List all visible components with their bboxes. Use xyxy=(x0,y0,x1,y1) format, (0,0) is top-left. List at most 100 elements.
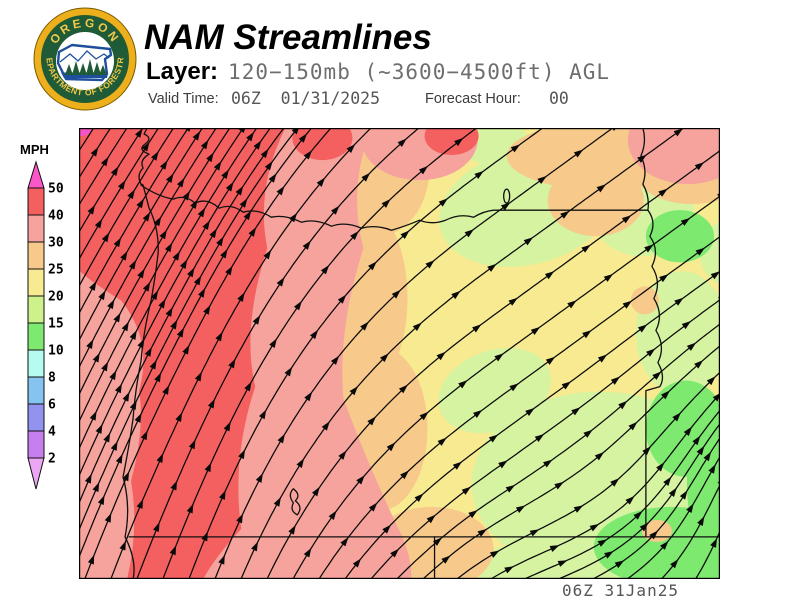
flow-arrowhead xyxy=(142,281,151,292)
flow-arrowhead xyxy=(349,386,359,396)
flow-arrowhead xyxy=(604,551,614,559)
flow-arrowhead xyxy=(583,429,593,438)
map-timestamp: 06Z 31Jan25 xyxy=(562,581,679,600)
flow-arrowhead xyxy=(706,376,716,386)
flow-arrowhead xyxy=(128,259,137,270)
flow-arrowhead xyxy=(153,216,162,227)
flow-arrowhead xyxy=(400,230,410,240)
flow-arrowhead xyxy=(162,385,170,395)
flow-arrowhead xyxy=(454,137,464,147)
flow-arrowhead xyxy=(142,211,151,222)
legend-bar-segment xyxy=(27,187,45,216)
page-title: NAM Streamlines xyxy=(144,18,432,57)
flow-arrowhead xyxy=(109,370,117,381)
legend-tick-label: 6 xyxy=(48,398,56,413)
flow-arrowhead xyxy=(182,190,190,201)
flow-arrowhead xyxy=(386,442,396,452)
flow-arrowhead xyxy=(644,244,654,253)
flow-arrowhead xyxy=(137,338,145,349)
flow-arrowhead xyxy=(298,133,308,143)
flow-arrowhead xyxy=(614,560,625,569)
flow-arrowhead xyxy=(628,421,638,431)
flow-arrowhead xyxy=(129,400,137,411)
flow-arrowhead xyxy=(368,261,377,271)
flow-arrowhead xyxy=(90,146,99,157)
flow-arrowhead xyxy=(89,281,97,291)
flow-arrowhead xyxy=(508,297,518,306)
flow-arrowhead xyxy=(398,384,408,394)
flow-arrowhead xyxy=(203,304,211,315)
flow-arrowhead xyxy=(228,358,236,369)
streamline xyxy=(457,371,720,579)
logo-emblem xyxy=(56,43,113,82)
flow-arrowhead xyxy=(255,473,263,483)
flow-arrowhead xyxy=(94,218,103,229)
flow-arrowhead xyxy=(156,453,164,463)
streamline xyxy=(162,128,478,579)
streamline-map xyxy=(79,128,720,579)
flow-arrowhead xyxy=(571,407,581,416)
flow-arrowhead xyxy=(202,220,210,230)
flow-arrowhead xyxy=(494,353,504,362)
speed-field-layer xyxy=(79,128,720,579)
forecast-hour-label: Forecast Hour: xyxy=(425,91,521,107)
flow-arrowhead xyxy=(534,433,545,442)
flow-arrowhead xyxy=(159,160,168,170)
columbia-river xyxy=(140,184,504,231)
flow-arrowhead xyxy=(504,566,514,574)
flow-arrowhead xyxy=(137,268,145,279)
flow-arrowhead xyxy=(284,366,293,377)
flow-arrowhead xyxy=(367,416,376,426)
streamline xyxy=(79,128,204,340)
legend-tick-label: 50 xyxy=(48,182,64,197)
flow-arrowhead xyxy=(382,524,391,534)
flow-arrowhead xyxy=(530,326,541,335)
map-border xyxy=(79,128,720,579)
flow-arrowhead xyxy=(438,198,448,207)
flow-arrowhead xyxy=(330,205,340,215)
flow-arrowhead xyxy=(194,371,202,382)
layer-row: Layer: 120−150mb (~3600−4500ft) AGL xyxy=(146,58,610,86)
legend-tick-label: 20 xyxy=(48,290,64,305)
flow-arrowhead xyxy=(642,446,651,456)
flow-arrowhead xyxy=(379,353,389,363)
flow-arrowhead xyxy=(489,550,500,558)
flow-arrowhead xyxy=(523,237,534,246)
flow-arrowhead xyxy=(150,290,159,301)
flow-arrowhead xyxy=(101,232,110,243)
flow-arrowhead xyxy=(277,433,285,444)
flow-arrowhead xyxy=(525,407,535,417)
flow-arrowhead xyxy=(263,249,272,260)
flow-arrowhead xyxy=(633,511,643,520)
flow-arrowhead xyxy=(350,231,359,241)
flow-arrowhead xyxy=(207,398,215,409)
flow-arrowhead xyxy=(87,554,95,565)
legend-tick-label: 15 xyxy=(48,317,64,332)
flow-arrowhead xyxy=(352,558,362,568)
flow-arrowhead xyxy=(573,505,584,513)
flow-arrowhead xyxy=(663,476,672,486)
legend-tick-label: 8 xyxy=(48,371,56,386)
flow-arrowhead xyxy=(225,265,233,276)
flow-arrowhead xyxy=(670,559,679,569)
flow-arrowhead xyxy=(260,148,269,159)
flow-arrowhead xyxy=(127,189,135,200)
flow-arrowhead xyxy=(107,299,115,310)
flow-arrowhead xyxy=(172,250,180,261)
flow-arrowhead xyxy=(296,458,305,468)
flow-arrowhead xyxy=(668,487,677,498)
flow-arrowhead xyxy=(554,481,564,490)
streamline-map-canvas xyxy=(79,128,720,579)
flow-arrowhead xyxy=(425,260,435,269)
flow-arrowhead xyxy=(381,199,391,208)
streamline xyxy=(397,323,720,579)
flow-arrowhead xyxy=(115,453,123,464)
flow-arrowhead xyxy=(646,348,656,357)
flow-arrowhead xyxy=(621,215,632,224)
legend-bar-segment xyxy=(27,241,45,270)
flow-arrowhead xyxy=(92,482,100,493)
flow-arrowhead xyxy=(200,139,209,150)
flow-arrowhead xyxy=(201,531,208,542)
flow-arrowhead xyxy=(458,380,468,389)
flow-arrowhead xyxy=(390,548,399,558)
